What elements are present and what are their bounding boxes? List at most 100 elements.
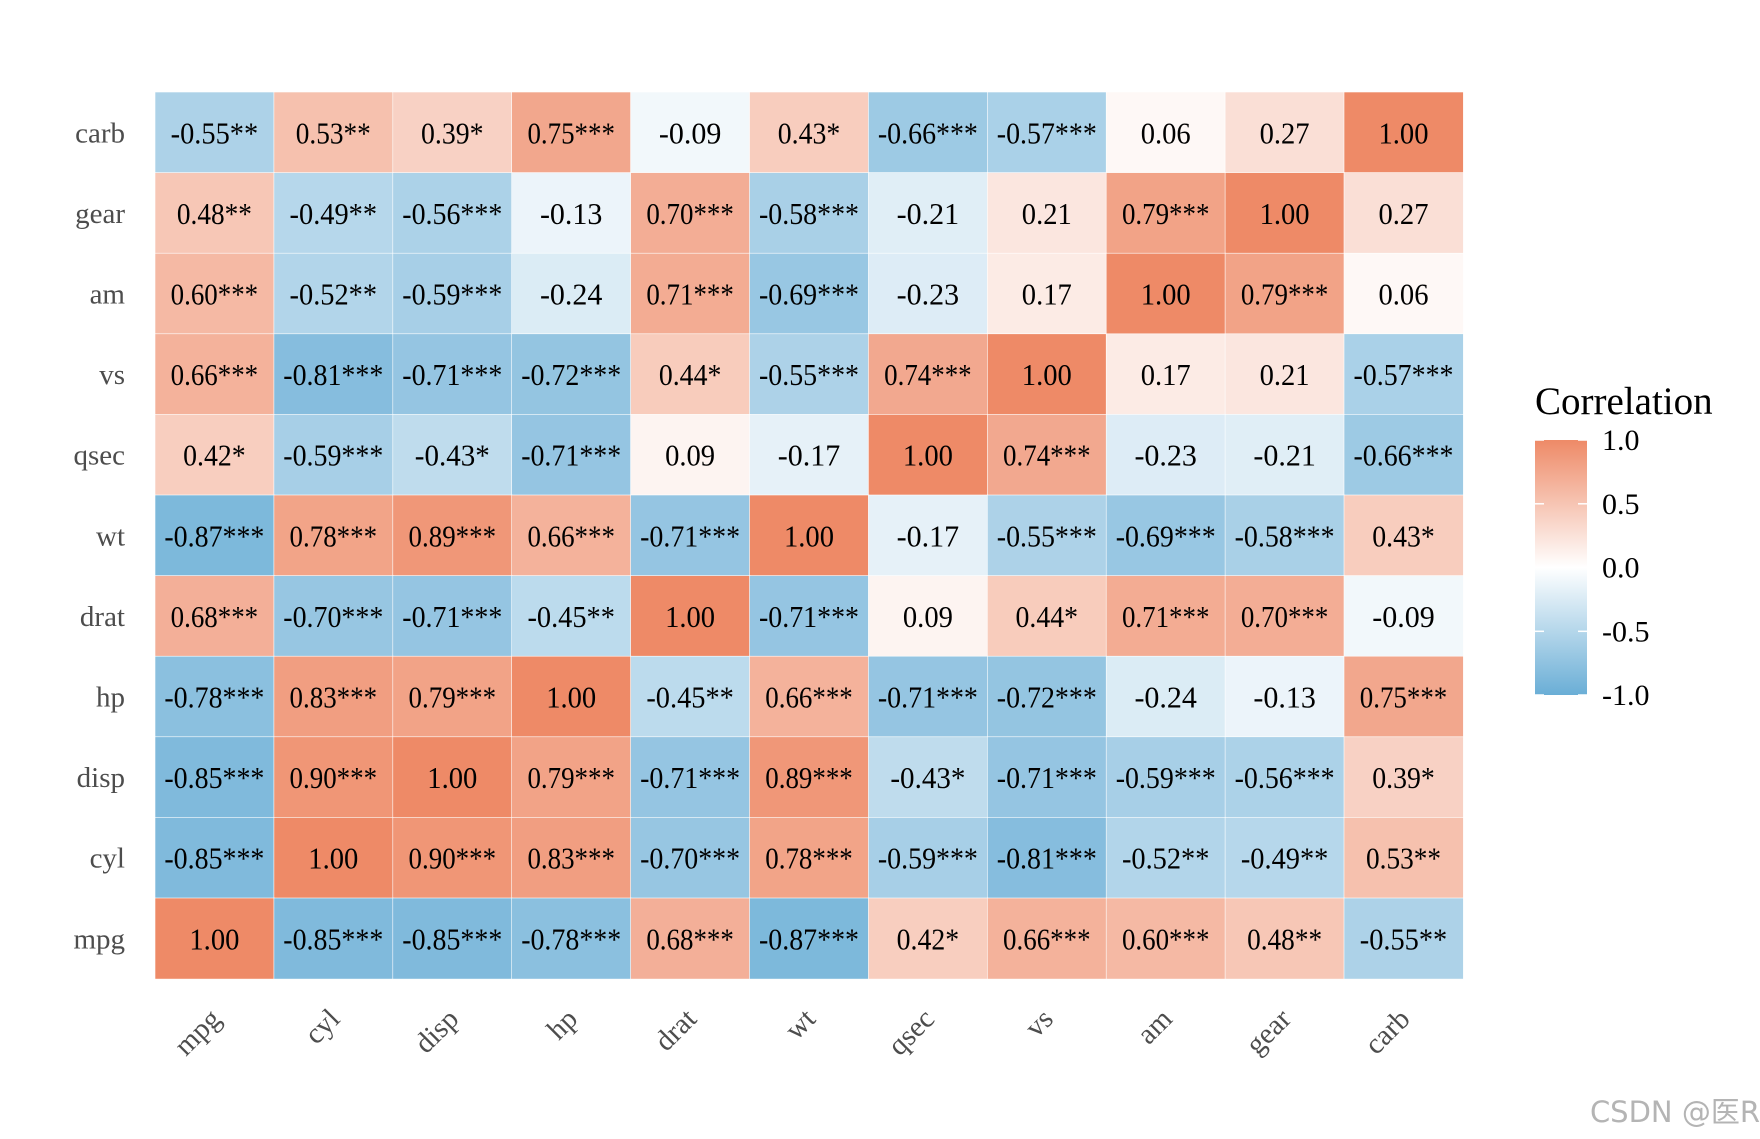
cell-label-hp-wt: 0.66*** — [765, 680, 853, 715]
cell-label-mpg-hp: -0.78*** — [521, 921, 621, 956]
cell-label-drat-qsec: 0.09 — [903, 599, 953, 634]
cell-label-drat-am: 0.71*** — [1122, 599, 1210, 634]
cell-label-hp-disp: 0.79*** — [409, 680, 497, 715]
heatmap-cell-carb-hp — [511, 91, 632, 174]
cell-label-wt-cyl: 0.78*** — [290, 518, 378, 553]
heatmap-cell-disp-wt — [749, 736, 870, 819]
heatmap-cell-gear-vs — [986, 172, 1107, 255]
heatmap-cell-wt-qsec — [868, 494, 989, 577]
heatmap-cell-gear-hp — [511, 172, 632, 255]
heatmap-cell-disp-vs — [986, 736, 1107, 819]
heatmap-cell-mpg-cyl — [273, 897, 394, 980]
x-tick-label-am: am — [1131, 1003, 1179, 1051]
heatmap-cell-gear-disp — [392, 172, 513, 255]
cell-label-wt-carb: 0.43* — [1372, 518, 1435, 553]
heatmap-cell-am-disp — [392, 252, 513, 335]
heatmap-cell-carb-disp — [392, 91, 513, 174]
heatmap-cell-carb-cyl — [273, 91, 394, 174]
cell-label-am-am: 1.00 — [1141, 277, 1191, 312]
heatmap-cell-mpg-am — [1105, 897, 1226, 980]
cell-label-mpg-am: 0.60*** — [1122, 921, 1210, 956]
cell-label-vs-gear: 0.21 — [1260, 357, 1310, 392]
cell-label-qsec-cyl: -0.59*** — [283, 438, 383, 473]
cell-label-am-disp: -0.59*** — [402, 277, 502, 312]
cell-label-gear-qsec: -0.21 — [897, 196, 960, 231]
cell-label-carb-qsec: -0.66*** — [878, 115, 978, 150]
heatmap-cell-wt-wt — [749, 494, 870, 577]
heatmap-cell-qsec-disp — [392, 414, 513, 496]
x-tick-label-qsec: qsec — [882, 1003, 941, 1062]
heatmap-cell-carb-qsec — [868, 91, 989, 174]
cell-label-carb-gear: 0.27 — [1260, 115, 1310, 150]
cell-label-drat-hp: -0.45** — [527, 599, 615, 634]
heatmap-cell-cyl-vs — [986, 817, 1107, 899]
y-axis-labels: carb gear am vs qsec wt drat hp disp cyl mpg — [73, 117, 125, 955]
cell-label-qsec-hp: -0.71*** — [521, 438, 621, 473]
heatmap-cell-hp-wt — [749, 655, 870, 738]
y-tick-label-disp: disp — [77, 762, 125, 794]
heatmap-cell-gear-cyl — [273, 172, 394, 255]
heatmap-cell-gear-am — [1105, 172, 1226, 255]
heatmap-cell-drat-qsec — [868, 575, 989, 657]
cell-label-am-carb: 0.06 — [1379, 277, 1429, 312]
cell-label-am-drat: 0.71*** — [646, 277, 734, 312]
cell-label-gear-vs: 0.21 — [1022, 196, 1072, 231]
heatmap-cell-gear-qsec — [868, 172, 989, 255]
x-tick-label-wt: wt — [779, 1003, 822, 1046]
heatmap-cell-wt-hp — [511, 494, 632, 577]
y-tick-label-mpg: mpg — [73, 923, 125, 955]
cell-label-wt-disp: 0.89*** — [409, 518, 497, 553]
cell-label-am-vs: 0.17 — [1022, 277, 1072, 312]
heatmap-cell-disp-cyl — [273, 736, 394, 819]
cell-label-gear-hp: -0.13 — [540, 196, 603, 231]
cell-label-am-cyl: -0.52** — [290, 277, 378, 312]
heatmap-cell-carb-mpg — [154, 91, 275, 174]
cell-label-drat-cyl: -0.70*** — [283, 599, 383, 634]
cell-label-qsec-am: -0.23 — [1134, 438, 1197, 473]
cell-label-hp-vs: -0.72*** — [997, 680, 1097, 715]
cell-label-vs-cyl: -0.81*** — [283, 357, 383, 392]
cell-label-qsec-wt: -0.17 — [778, 438, 841, 473]
cell-label-disp-carb: 0.39* — [1372, 760, 1435, 795]
cell-label-vs-qsec: 0.74*** — [884, 357, 972, 392]
heatmap-cell-vs-gear — [1224, 333, 1345, 416]
heatmap-cell-am-carb — [1343, 252, 1464, 335]
cell-label-hp-qsec: -0.71*** — [878, 680, 978, 715]
cell-label-am-mpg: 0.60*** — [171, 277, 259, 312]
cell-label-disp-hp: 0.79*** — [527, 760, 615, 795]
heatmap-cell-qsec-am — [1105, 414, 1226, 496]
heatmap-cell-mpg-drat — [630, 897, 751, 980]
heatmap-cell-hp-am — [1105, 655, 1226, 738]
y-tick-label-carb: carb — [75, 117, 125, 149]
cell-label-drat-vs: 0.44* — [1016, 599, 1079, 634]
cell-label-carb-carb: 1.00 — [1379, 115, 1429, 150]
cell-label-drat-disp: -0.71*** — [402, 599, 502, 634]
cell-label-vs-hp: -0.72*** — [521, 357, 621, 392]
x-tick-label-hp: hp — [541, 1003, 584, 1046]
heatmap-cell-am-wt — [749, 252, 870, 335]
cell-label-disp-gear: -0.56*** — [1235, 760, 1335, 795]
heatmap-cell-gear-carb — [1343, 172, 1464, 255]
heatmap-cell-carb-gear — [1224, 91, 1345, 174]
cell-label-wt-am: -0.69*** — [1116, 518, 1216, 553]
heatmap-cell-drat-hp — [511, 575, 632, 657]
cell-label-am-gear: 0.79*** — [1241, 277, 1329, 312]
cell-label-mpg-gear: 0.48** — [1247, 921, 1322, 956]
cell-label-vs-mpg: 0.66*** — [171, 357, 259, 392]
cell-label-carb-vs: -0.57*** — [997, 115, 1097, 150]
cell-label-hp-drat: -0.45** — [646, 680, 734, 715]
y-tick-label-am: am — [90, 279, 126, 311]
cell-label-cyl-carb: 0.53** — [1366, 841, 1441, 876]
heatmap-cell-gear-gear — [1224, 172, 1345, 255]
heatmap-cell-wt-mpg — [154, 494, 275, 577]
y-tick-label-gear: gear — [75, 198, 125, 230]
heatmap-cell-cyl-carb — [1343, 817, 1464, 899]
heatmap-cell-qsec-gear — [1224, 414, 1345, 496]
cell-label-wt-vs: -0.55*** — [997, 518, 1097, 553]
heatmap-cell-drat-wt — [749, 575, 870, 657]
heatmap-cell-hp-carb — [1343, 655, 1464, 738]
heatmap-cell-drat-gear — [1224, 575, 1345, 657]
cell-label-vs-vs: 1.00 — [1022, 357, 1072, 392]
heatmap-cell-carb-vs — [986, 91, 1107, 174]
